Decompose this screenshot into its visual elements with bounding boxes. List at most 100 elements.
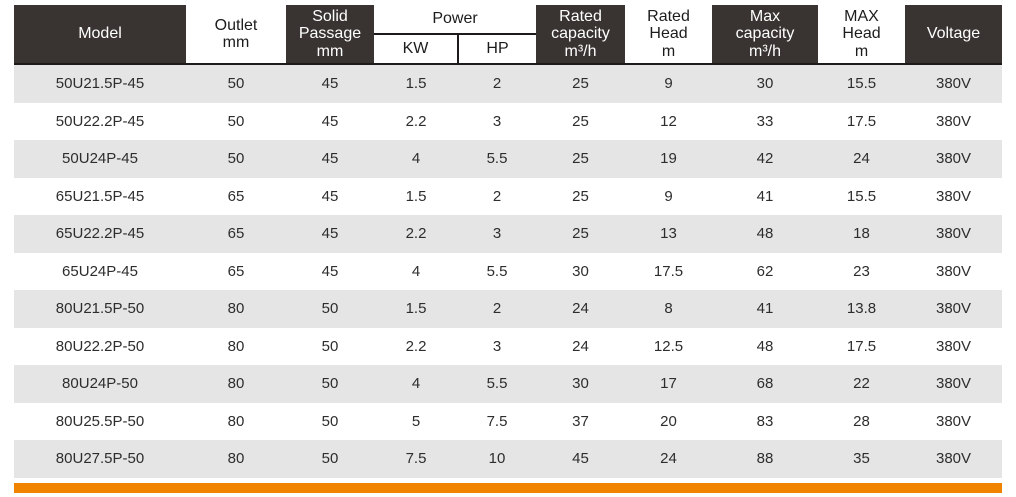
value-cell: 35: [853, 450, 870, 468]
col-header-power-hp: HP: [458, 34, 537, 65]
value-cell: 65: [227, 262, 245, 280]
value-cell: 12.5: [653, 337, 684, 355]
col-header-rated-capacity: Rated capacity m³/h: [536, 5, 626, 65]
value-cell: 50: [227, 75, 245, 93]
model-cell: 80U27.5P-50: [55, 450, 145, 468]
value-cell: 17: [660, 375, 677, 393]
value-cell: 380V: [935, 375, 972, 393]
table-row: 80U22.2P-50 80 50 2.2 3 24 12.5 48 17.5 380V: [14, 327, 1003, 365]
table-row: 50U21.5P-45 50 45 1.5 2 25 9 30 15.5 380V: [14, 64, 1003, 103]
value-cell: 2: [492, 75, 502, 93]
col-header-rated-head: Rated Head m: [625, 5, 713, 65]
value-cell: 33: [756, 112, 774, 130]
value-cell: 50: [321, 412, 339, 430]
value-cell: 45: [321, 225, 339, 243]
value-cell: 30: [572, 262, 589, 280]
value-cell: 4: [411, 375, 421, 393]
value-cell: 50: [321, 300, 339, 318]
value-cell: 380V: [935, 337, 972, 355]
value-cell: 13: [660, 225, 677, 243]
value-cell: 50: [321, 375, 339, 393]
value-cell: 2.2: [405, 112, 427, 130]
value-cell: 380V: [935, 412, 972, 430]
value-cell: 24: [572, 337, 589, 355]
value-cell: 23: [853, 262, 870, 280]
col-header-max-capacity: Max capacity m³/h: [712, 5, 819, 65]
table-row: 80U21.5P-50 80 50 1.5 2 24 8 41 13.8 380V: [14, 290, 1003, 328]
value-cell: 50: [227, 112, 245, 130]
value-cell: 24: [853, 150, 870, 168]
value-cell: 25: [572, 75, 589, 93]
value-cell: 80: [227, 450, 245, 468]
value-cell: 45: [321, 187, 339, 205]
value-cell: 380V: [935, 450, 972, 468]
value-cell: 50: [321, 337, 339, 355]
value-cell: 20: [660, 412, 677, 430]
value-cell: 4: [411, 262, 421, 280]
value-cell: 65: [227, 225, 245, 243]
value-cell: 8: [664, 300, 673, 318]
col-header-solid-passage: Solid Passage mm: [286, 5, 374, 65]
value-cell: 380V: [935, 112, 972, 130]
value-cell: 48: [756, 225, 774, 243]
value-cell: 28: [853, 412, 870, 430]
value-cell: 19: [660, 150, 677, 168]
pump-spec-table: Model Outlet mm Solid Passage mm Power R…: [14, 5, 1003, 478]
col-header-max-head: MAX Head m: [818, 5, 906, 65]
model-cell: 80U21.5P-50: [55, 300, 145, 318]
value-cell: 45: [321, 150, 339, 168]
value-cell: 25: [572, 112, 589, 130]
model-cell: 65U22.2P-45: [55, 225, 145, 243]
model-cell: 80U24P-50: [62, 375, 138, 393]
value-cell: 22: [853, 375, 870, 393]
value-cell: 380V: [935, 225, 972, 243]
col-header-model: Model: [14, 5, 186, 65]
model-cell: 80U22.2P-50: [55, 337, 145, 355]
value-cell: 3: [492, 225, 502, 243]
value-cell: 80: [227, 375, 245, 393]
value-cell: 15.5: [846, 187, 877, 205]
value-cell: 18: [853, 225, 870, 243]
value-cell: 1.5: [405, 187, 427, 205]
value-cell: 380V: [935, 187, 972, 205]
value-cell: 25: [572, 150, 589, 168]
col-header-voltage: Voltage: [905, 5, 1003, 65]
table-header: Model Outlet mm Solid Passage mm Power R…: [14, 5, 1003, 65]
model-cell: 65U24P-45: [62, 262, 138, 280]
value-cell: 1.5: [405, 75, 427, 93]
table-row: 80U24P-50 80 50 4 5.5 30 17 68 22 380V: [14, 365, 1003, 403]
value-cell: 17.5: [846, 337, 877, 355]
value-cell: 3: [492, 337, 502, 355]
value-cell: 380V: [935, 262, 972, 280]
value-cell: 68: [756, 375, 774, 393]
model-cell: 65U21.5P-45: [55, 187, 145, 205]
value-cell: 50: [321, 450, 339, 468]
value-cell: 7.5: [405, 450, 427, 468]
value-cell: 2: [492, 300, 502, 318]
value-cell: 24: [572, 300, 589, 318]
value-cell: 42: [756, 150, 774, 168]
value-cell: 2.2: [405, 337, 427, 355]
col-header-power: Power: [374, 5, 537, 35]
table-row: 65U24P-45 65 45 4 5.5 30 17.5 62 23 380V: [14, 252, 1003, 290]
value-cell: 10: [488, 450, 506, 468]
value-cell: 30: [572, 375, 589, 393]
value-cell: 5: [411, 412, 421, 430]
value-cell: 88: [756, 450, 774, 468]
value-cell: 380V: [935, 150, 972, 168]
value-cell: 5.5: [486, 375, 508, 393]
value-cell: 25: [572, 225, 589, 243]
value-cell: 15.5: [846, 75, 877, 93]
value-cell: 4: [411, 150, 421, 168]
value-cell: 65: [227, 187, 245, 205]
value-cell: 30: [756, 75, 774, 93]
model-cell: 50U24P-45: [62, 150, 138, 168]
value-cell: 9: [664, 75, 673, 93]
value-cell: 45: [321, 262, 339, 280]
value-cell: 2.2: [405, 225, 427, 243]
value-cell: 37: [572, 412, 589, 430]
value-cell: 41: [756, 300, 774, 318]
value-cell: 12: [660, 112, 677, 130]
value-cell: 3: [492, 112, 502, 130]
value-cell: 45: [572, 450, 589, 468]
